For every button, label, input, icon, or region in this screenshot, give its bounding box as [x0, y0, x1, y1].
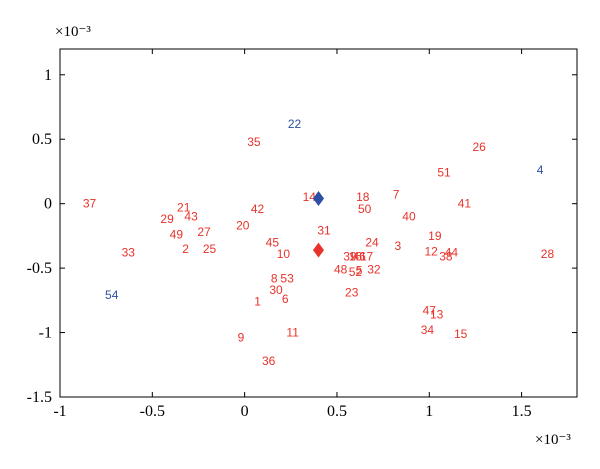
point-label: 45	[266, 235, 280, 249]
point-label: 4	[537, 163, 544, 177]
point-label: 49	[170, 228, 184, 242]
point-label: 27	[197, 225, 211, 239]
point-label: 37	[83, 197, 97, 211]
point-label: 35	[247, 135, 261, 149]
y-tick-label: -1	[39, 325, 52, 342]
point-label: 1	[254, 295, 261, 309]
point-label: 24	[365, 235, 379, 249]
blue-diamond-marker	[313, 191, 324, 207]
point-label: 36	[262, 354, 276, 368]
point-label: 16	[349, 250, 363, 264]
point-label: 12	[424, 244, 438, 258]
y-axis: -1.5 -1 -0.5 0 0.5 1	[27, 67, 577, 406]
point-label: 30	[269, 283, 283, 297]
point-label: 47	[423, 304, 437, 318]
point-label: 23	[345, 286, 359, 300]
point-label: 52	[349, 265, 363, 279]
point-label: 54	[105, 288, 119, 302]
y-tick-label: 0.5	[32, 131, 52, 148]
point-label: 40	[402, 210, 416, 224]
red-diamond-marker	[313, 242, 324, 258]
point-label: 31	[317, 224, 331, 238]
point-label: 46	[352, 250, 366, 264]
x-axis: -1 -0.5 0 0.5 1 1.5	[53, 49, 532, 420]
point-label: 20	[236, 219, 250, 233]
point-label: 48	[334, 262, 348, 276]
point-label: 21	[177, 201, 191, 215]
point-label: 43	[184, 210, 198, 224]
point-label: 15	[454, 327, 468, 341]
y-tick-label: -1.5	[27, 389, 52, 406]
y-tick-label: 0	[44, 196, 52, 213]
markers	[313, 191, 324, 258]
point-label: 42	[251, 202, 265, 216]
x-exponent-label: ×10⁻³	[535, 432, 571, 448]
point-label: 38	[439, 250, 453, 264]
x-tick-label: 1.5	[512, 403, 532, 420]
point-label: 44	[445, 246, 459, 260]
point-label: 13	[430, 308, 444, 322]
point-label: 18	[356, 190, 370, 204]
point-label: 39	[343, 250, 357, 264]
point-label: 3	[395, 239, 402, 253]
y-exponent-label: ×10⁻³	[55, 24, 91, 40]
point-label: 5	[356, 264, 363, 278]
x-tick-label: -0.5	[140, 403, 165, 420]
point-label: 6	[282, 292, 289, 306]
point-labels: 12 34567891011121314151617181920212223242…	[83, 117, 555, 368]
point-label: 11	[286, 326, 299, 340]
point-label: 17	[360, 250, 374, 264]
y-tick-label: -0.5	[27, 260, 52, 277]
point-label: 26	[472, 140, 486, 154]
x-tick-label: -1	[53, 403, 66, 420]
point-label: 41	[458, 197, 472, 211]
x-tick-label: 0	[241, 403, 249, 420]
x-tick-label: 1	[425, 403, 433, 420]
point-label: 7	[393, 188, 400, 202]
point-label: 29	[160, 212, 174, 226]
point-label: 51	[437, 166, 451, 180]
point-label: 22	[288, 117, 302, 131]
point-label: 32	[367, 262, 381, 276]
y-tick-label: 1	[44, 67, 52, 84]
point-label: 14	[303, 190, 317, 204]
point-label: 34	[421, 323, 435, 337]
point-label: 19	[428, 229, 442, 243]
point-label: 25	[203, 242, 217, 256]
point-label: 33	[122, 246, 136, 260]
x-tick-label: 0.5	[327, 403, 347, 420]
point-label: 2	[182, 242, 189, 256]
point-label: 28	[541, 247, 555, 261]
point-label: 50	[358, 202, 372, 216]
plot-frame	[59, 48, 578, 398]
point-label: 10	[277, 247, 291, 261]
point-label: 8	[271, 271, 278, 285]
point-label: 9	[238, 331, 245, 345]
point-label: 53	[280, 271, 294, 285]
